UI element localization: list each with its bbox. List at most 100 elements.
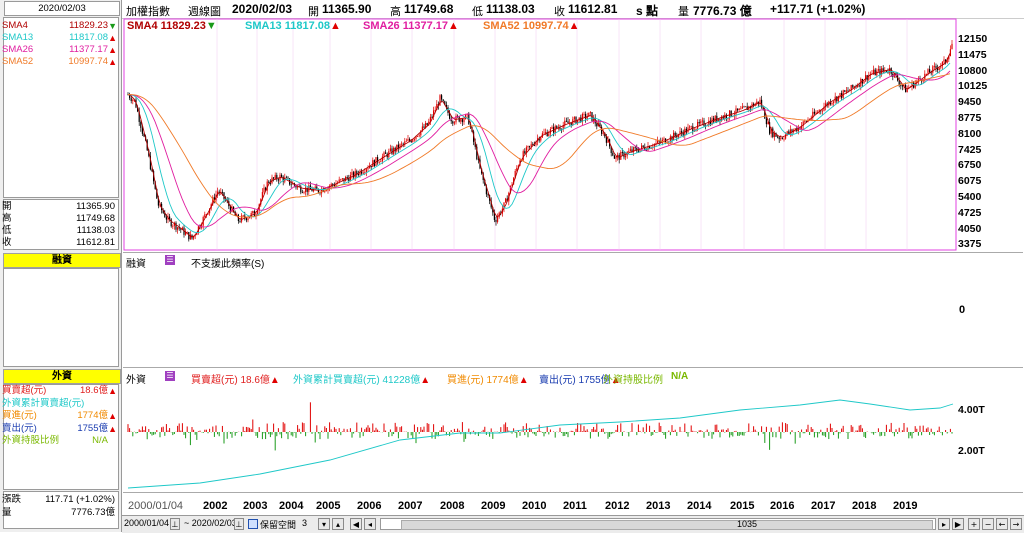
scrollbar-thumb[interactable] (401, 520, 933, 530)
zoom-in-icon[interactable]: + (968, 518, 980, 530)
candle-body (476, 146, 478, 160)
candle-body (495, 219, 497, 222)
price-tick: 6075 (958, 175, 982, 188)
foreign-legend-item: 外資持股比例 (603, 371, 663, 386)
candle-body (423, 126, 425, 128)
foreign-row-label: 外資持股比例 (2, 435, 60, 446)
sma-legend-item: SMA13 11817.08▲ (245, 20, 341, 32)
margin-panel: 融資 ☰ 不支援此頻率(S) 0 (123, 252, 1023, 368)
scroll-first-icon[interactable]: ◀ (350, 518, 362, 530)
margin-header[interactable]: 融資 (3, 253, 121, 268)
candle-body (586, 116, 588, 119)
candle-body (773, 132, 775, 137)
index-name[interactable]: 加權指數 (126, 6, 170, 18)
x-axis-tick: 2009 (481, 500, 506, 512)
increase-icon[interactable]: ▴ (332, 518, 344, 530)
candle-body (764, 109, 766, 119)
scroll-last-icon[interactable]: ▶ (952, 518, 964, 530)
price-tick: 12150 (958, 33, 988, 45)
candle-body (346, 177, 348, 179)
candle-body (138, 111, 140, 122)
candle-body (409, 139, 411, 141)
foreign-legend-text: 買賣超(元) 18.6億 (191, 375, 270, 386)
candle-body (181, 227, 183, 230)
candle-body (844, 90, 846, 92)
candle-body (717, 118, 719, 122)
open-label: 開 (308, 6, 319, 18)
period-label[interactable]: 週線圖 (188, 6, 221, 18)
candle-body (156, 188, 158, 199)
decrease-icon[interactable]: ▾ (318, 518, 330, 530)
scroll-next-icon[interactable]: ▸ (938, 518, 950, 530)
list-icon[interactable]: ☰ (165, 371, 175, 381)
candle-body (306, 187, 308, 192)
candle-body (290, 184, 292, 186)
candle-body (229, 206, 231, 212)
foreign-row-value: 18.6億 (80, 385, 108, 396)
x-axis-tick: 2006 (357, 500, 382, 512)
move-left-icon[interactable]: ← (996, 518, 1008, 530)
candle-body (789, 129, 791, 134)
x-axis-tick: 2007 (398, 500, 423, 512)
candle-body (444, 101, 446, 105)
candle-body (426, 123, 428, 126)
change-row: 漲跌 117.71 (+1.02%) (2, 494, 117, 506)
candle-body (890, 68, 892, 74)
candle-body (524, 151, 526, 154)
candle-body (663, 138, 665, 140)
scrollbar-track[interactable]: 1035 (380, 518, 936, 530)
candle-body (311, 189, 313, 192)
candle-body (209, 208, 211, 214)
candle-body (180, 228, 182, 230)
arrow-up-icon: ▲ (610, 375, 621, 386)
zoom-out-icon[interactable]: − (982, 518, 994, 530)
candle-body (740, 108, 742, 110)
candle-body (839, 93, 841, 96)
candle-body (775, 132, 777, 137)
sma-value: 10997.74 (68, 56, 108, 67)
start-date[interactable]: 2000/01/04 (124, 518, 170, 528)
candle-body (887, 71, 889, 73)
ohlc-row: 高 11749.68 (2, 213, 117, 225)
end-dropdown-icon[interactable]: ⊥ (234, 518, 244, 530)
ohlc-value: 11749.68 (76, 213, 115, 224)
candle-body (559, 127, 561, 130)
x-axis-tick: 2004 (279, 500, 304, 512)
start-dropdown-icon[interactable]: ⊥ (170, 518, 180, 530)
foreign-header[interactable]: 外資 (3, 369, 121, 384)
candle-body (420, 130, 422, 136)
candle-body (497, 216, 499, 222)
scroll-prev-icon[interactable]: ◂ (364, 518, 376, 530)
change-box (3, 491, 119, 529)
candle-body (735, 108, 737, 115)
candle-body (645, 149, 647, 151)
move-right-icon[interactable]: → (1010, 518, 1022, 530)
candle-body (509, 185, 511, 193)
candle-body (562, 125, 564, 130)
candle-body (527, 146, 529, 148)
candle-body (356, 171, 358, 175)
arrow-up-icon: ▲ (518, 375, 529, 386)
list-icon[interactable]: ☰ (165, 255, 175, 265)
keep-space-icon[interactable] (248, 519, 258, 529)
candle-body (269, 182, 271, 184)
sma-label: SMA4 (2, 20, 28, 31)
price-tick: 6750 (958, 159, 982, 172)
arrow-down-icon: ▼ (205, 20, 217, 32)
ohlc-label: 高 (2, 213, 12, 224)
candle-body (391, 148, 393, 154)
candle-body (330, 184, 332, 187)
candle-body (701, 120, 703, 122)
keep-space-value[interactable]: 3 (302, 518, 308, 528)
candle-body (895, 73, 897, 76)
candle-body (573, 117, 575, 120)
candle-body (325, 190, 327, 192)
end-date[interactable]: ~ 2020/02/03 (184, 518, 237, 528)
candle-body (255, 213, 257, 216)
candle-body (716, 115, 718, 122)
candle-body (917, 78, 919, 81)
candle-body (529, 146, 531, 147)
x-axis-tick: 2002 (203, 500, 228, 512)
foreign-legend-text: 賣出(元) 1755億 (539, 375, 611, 386)
